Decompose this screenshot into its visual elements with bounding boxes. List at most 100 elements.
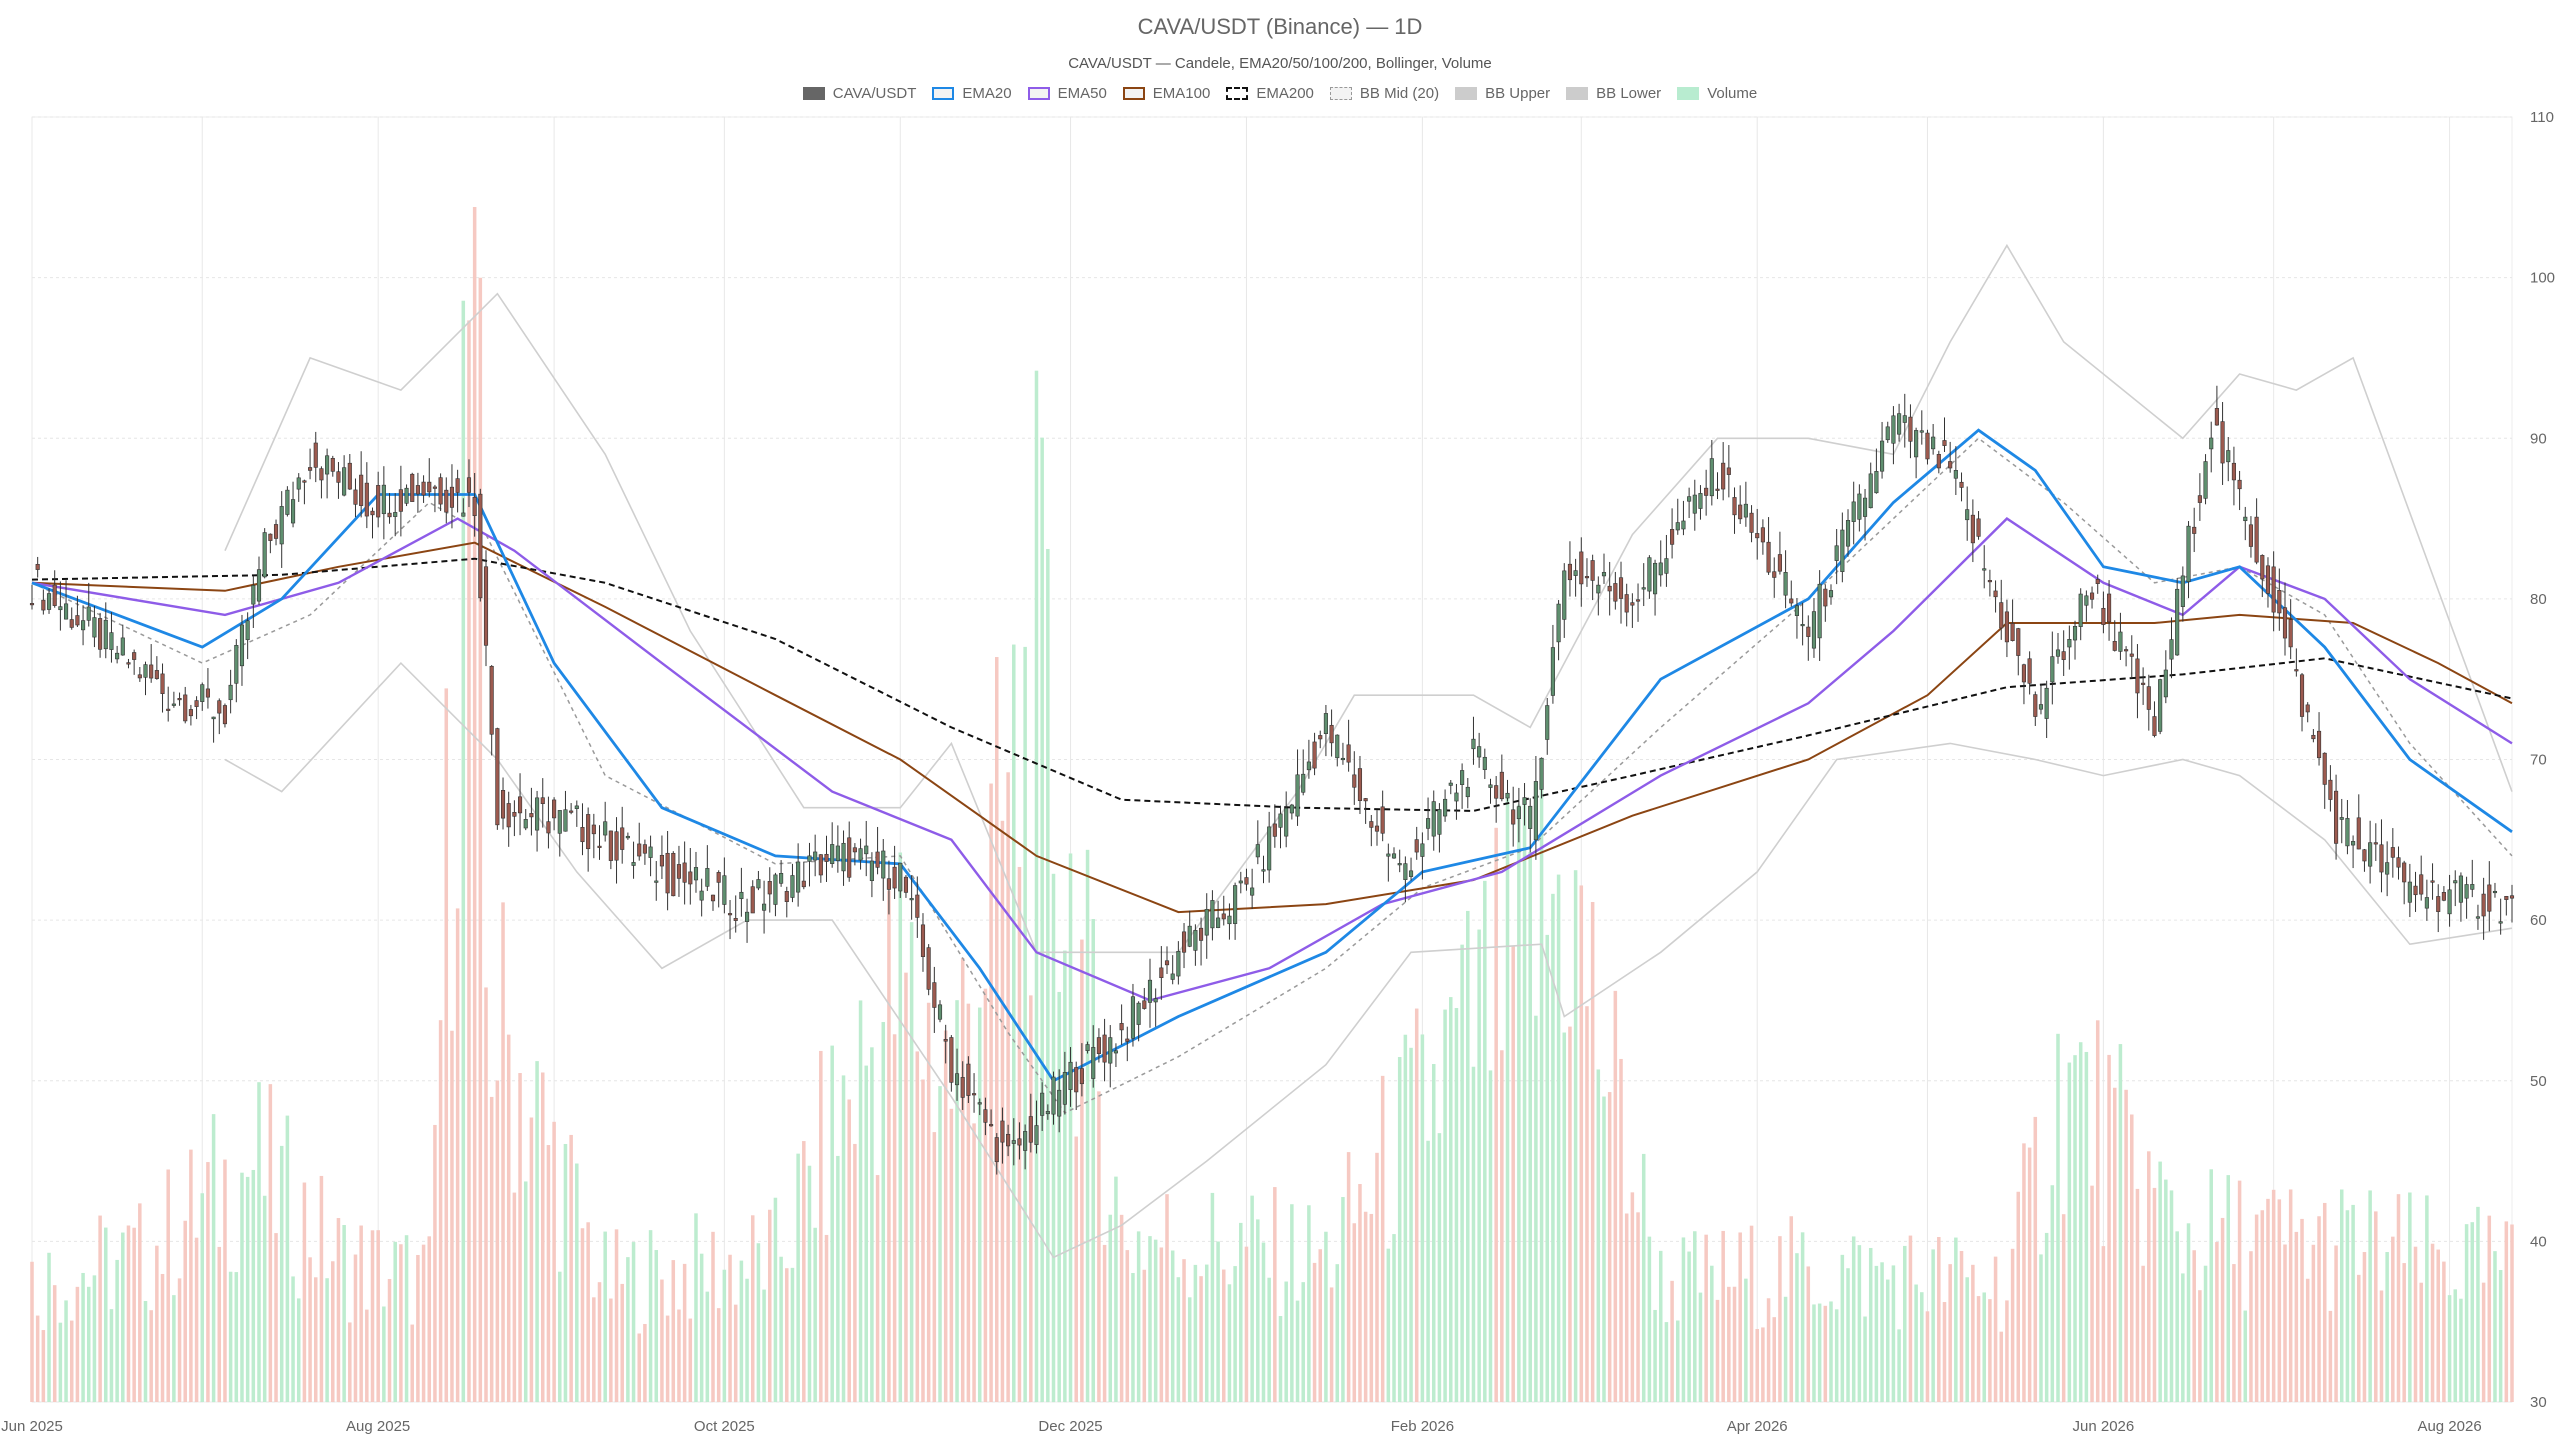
volume-bar — [2402, 1263, 2406, 1402]
legend-item-bb-lower[interactable]: BB Lower — [1566, 85, 1661, 102]
candle-body — [319, 468, 324, 481]
candle-body — [1040, 1092, 1045, 1116]
candle-body — [1965, 509, 1970, 521]
volume-bar — [2226, 1175, 2231, 1402]
candle-body — [1142, 1000, 1147, 1009]
volume-bar — [35, 1315, 40, 1402]
candle-body — [892, 866, 897, 889]
candle-body — [2351, 841, 2356, 846]
candle-body — [1289, 804, 1294, 814]
candle-body — [1357, 768, 1363, 801]
volume-bar — [546, 1145, 551, 1402]
candle-body — [506, 803, 511, 828]
volume-bar — [977, 1007, 982, 1402]
candle-body — [1925, 432, 1930, 460]
volume-bar — [1250, 1195, 1254, 1402]
volume-bar — [1318, 1249, 1322, 1402]
volume-bar — [2481, 1282, 2486, 1402]
candle-body — [1828, 590, 1834, 598]
volume-bar — [2266, 1198, 2270, 1402]
volume-bar — [353, 1254, 358, 1402]
volume-bar — [1903, 1245, 1907, 1402]
candle-body — [393, 512, 398, 517]
volume-bar — [1670, 1280, 1674, 1402]
candle-body — [2498, 921, 2503, 924]
volume-bar — [802, 1141, 806, 1402]
volume-bar — [2504, 1221, 2509, 1402]
volume-bar — [183, 1220, 187, 1402]
candle-body — [676, 864, 682, 879]
volume-bar — [2300, 1218, 2304, 1402]
candle-body — [1800, 624, 1805, 627]
candle-body — [2021, 664, 2027, 683]
candle-body — [1011, 1140, 1016, 1144]
candle-body — [2265, 565, 2271, 594]
legend-item-volume[interactable]: Volume — [1677, 85, 1757, 102]
candle-body — [1369, 821, 1374, 828]
volume-bar — [2311, 1244, 2316, 1402]
candle-body — [847, 837, 852, 878]
candle-body — [2152, 716, 2157, 736]
legend-item-ema20[interactable]: EMA20 — [932, 85, 1012, 102]
legend-swatch — [1455, 87, 1478, 100]
candle-body — [342, 467, 347, 496]
volume-bar — [1080, 939, 1084, 1402]
volume-bar — [699, 1253, 704, 1402]
volume-bar — [2101, 1246, 2106, 1402]
candle-body — [1993, 590, 1998, 598]
volume-bar — [285, 1115, 290, 1402]
volume-bar — [2498, 1269, 2503, 1402]
volume-bar — [2430, 1243, 2435, 1402]
candle-body — [2175, 588, 2180, 656]
legend-item-ema200[interactable]: EMA200 — [1226, 85, 1314, 102]
volume-bar — [2487, 1215, 2492, 1402]
volume-bar — [1295, 1300, 1300, 1402]
volume-bar — [1834, 1309, 1839, 1402]
legend-swatch — [1226, 87, 1249, 100]
candle-body — [932, 982, 937, 1008]
x-tick-label: Aug 2025 — [346, 1418, 410, 1435]
volume-bar — [382, 1306, 386, 1402]
volume-bar — [455, 908, 460, 1402]
candle-body — [75, 615, 80, 626]
candle-body — [86, 606, 91, 621]
candle-body — [1125, 1038, 1130, 1042]
volume-bar — [2317, 1216, 2321, 1402]
candle-body — [1630, 602, 1635, 606]
volume-bar — [1437, 1133, 1442, 1402]
legend-item-ema50[interactable]: EMA50 — [1027, 85, 1107, 102]
volume-bar — [1392, 1234, 1396, 1402]
candle-body — [381, 484, 386, 515]
legend-item-ema100[interactable]: EMA100 — [1122, 85, 1210, 102]
candle-body — [1323, 713, 1328, 735]
volume-bar — [2039, 1254, 2043, 1402]
legend-swatch — [1677, 87, 1700, 100]
volume-bar — [1744, 1278, 1748, 1402]
volume-bar — [274, 1233, 278, 1402]
volume-bar — [2203, 1265, 2208, 1402]
legend-item-cava-usdt[interactable]: CAVA/USDT — [802, 85, 916, 102]
candle-body — [1811, 611, 1817, 649]
legend-item-bb-mid-20[interactable]: BB Mid (20) — [1329, 85, 1439, 102]
candle-body — [2453, 880, 2458, 884]
volume-bar — [251, 1169, 256, 1402]
volume-bar — [484, 987, 488, 1402]
volume-bar — [478, 277, 483, 1403]
candle-body — [1391, 853, 1397, 859]
candle-body — [183, 694, 188, 722]
volume-bar — [1829, 1301, 1833, 1402]
candle-body — [1857, 493, 1862, 520]
candle-body — [716, 872, 721, 883]
legend-item-bb-upper[interactable]: BB Upper — [1455, 85, 1550, 102]
candle-body — [466, 477, 472, 493]
volume-bar — [1040, 437, 1044, 1402]
candle-body — [1374, 825, 1380, 832]
candle-body — [2271, 566, 2276, 613]
volume-bar — [1806, 1266, 1811, 1402]
volume-bar — [1965, 1277, 1969, 1402]
candle-body — [824, 853, 829, 862]
volume-bar — [1817, 1303, 1822, 1402]
candle-body — [1244, 877, 1249, 885]
y-tick-label: 30 — [2530, 1394, 2547, 1411]
volume-bar — [609, 1298, 613, 1402]
